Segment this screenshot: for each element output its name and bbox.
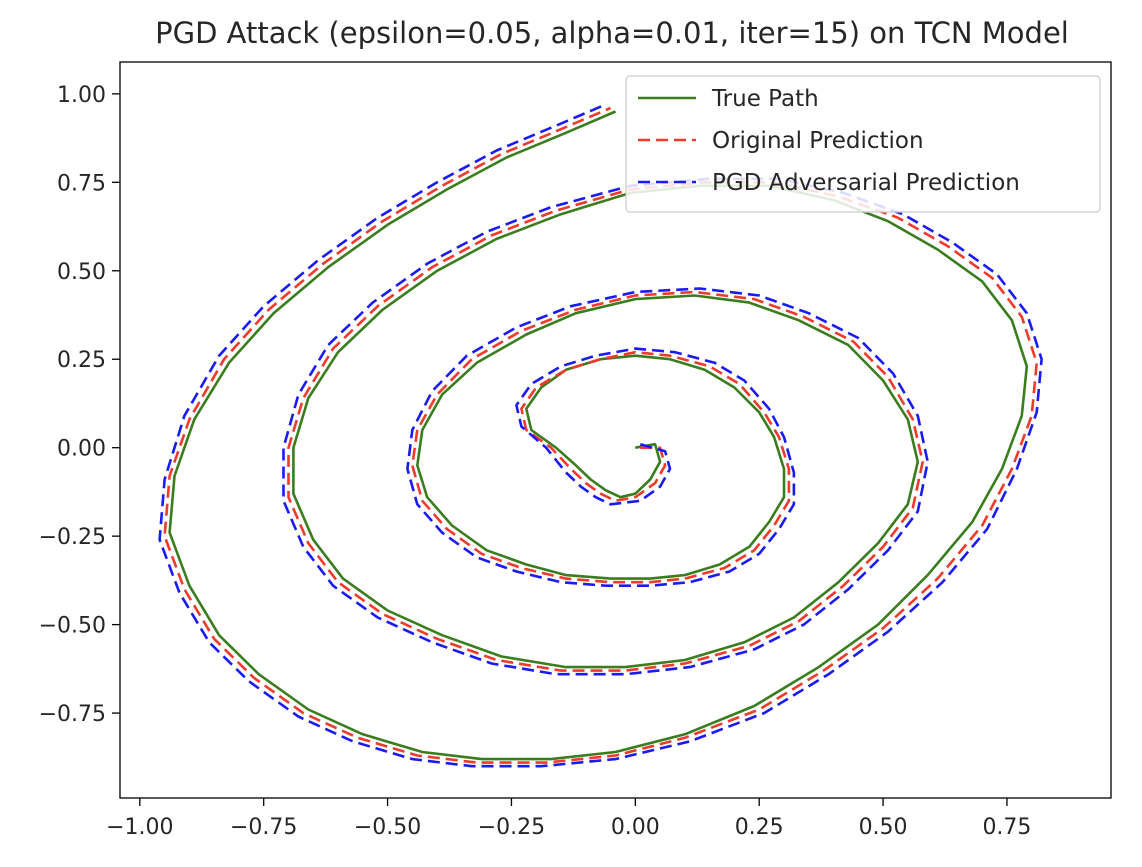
x-tick-label: 0.75 xyxy=(982,815,1031,840)
y-tick-label: −0.75 xyxy=(39,702,106,727)
legend-label-3: PGD Adversarial Prediction xyxy=(712,170,1020,196)
y-axis: 1.00 0.75 0.50 0.25 0.00 −0.25 −0.50 −0.75 xyxy=(39,83,120,727)
legend-box xyxy=(625,75,1101,213)
x-tick-label: 0.00 xyxy=(611,815,660,840)
legend-label-1: True Path xyxy=(711,86,819,112)
plot-area-frame xyxy=(119,61,1112,799)
y-tick-label: 0.50 xyxy=(57,260,106,285)
x-tick-label: −0.25 xyxy=(478,815,545,840)
y-tick-label: 0.00 xyxy=(57,437,106,462)
y-tick-label: −0.25 xyxy=(39,525,106,550)
legend-label-2: Original Prediction xyxy=(712,128,924,154)
series-line-2 xyxy=(163,106,1038,764)
series-layer xyxy=(158,103,1043,768)
y-tick-label: 0.75 xyxy=(57,171,106,196)
x-tick-label: −0.50 xyxy=(354,815,421,840)
chart-title: PGD Attack (epsilon=0.05, alpha=0.01, it… xyxy=(155,16,1069,50)
series-line-3 xyxy=(158,103,1043,768)
series-line-1 xyxy=(168,110,1029,761)
y-tick-label: 0.25 xyxy=(57,348,106,373)
y-tick-label: −0.50 xyxy=(39,614,106,639)
legend: True Path Original Prediction PGD Adversar… xyxy=(625,75,1101,213)
x-tick-label: −0.75 xyxy=(230,815,297,840)
x-axis: −1.00 −0.75 −0.50 −0.25 0.00 0.25 0.50 0.75 xyxy=(106,798,1031,840)
y-tick-label: 1.00 xyxy=(57,83,106,108)
x-tick-label: 0.50 xyxy=(859,815,908,840)
x-tick-label: −1.00 xyxy=(106,815,173,840)
x-tick-label: 0.25 xyxy=(735,815,784,840)
